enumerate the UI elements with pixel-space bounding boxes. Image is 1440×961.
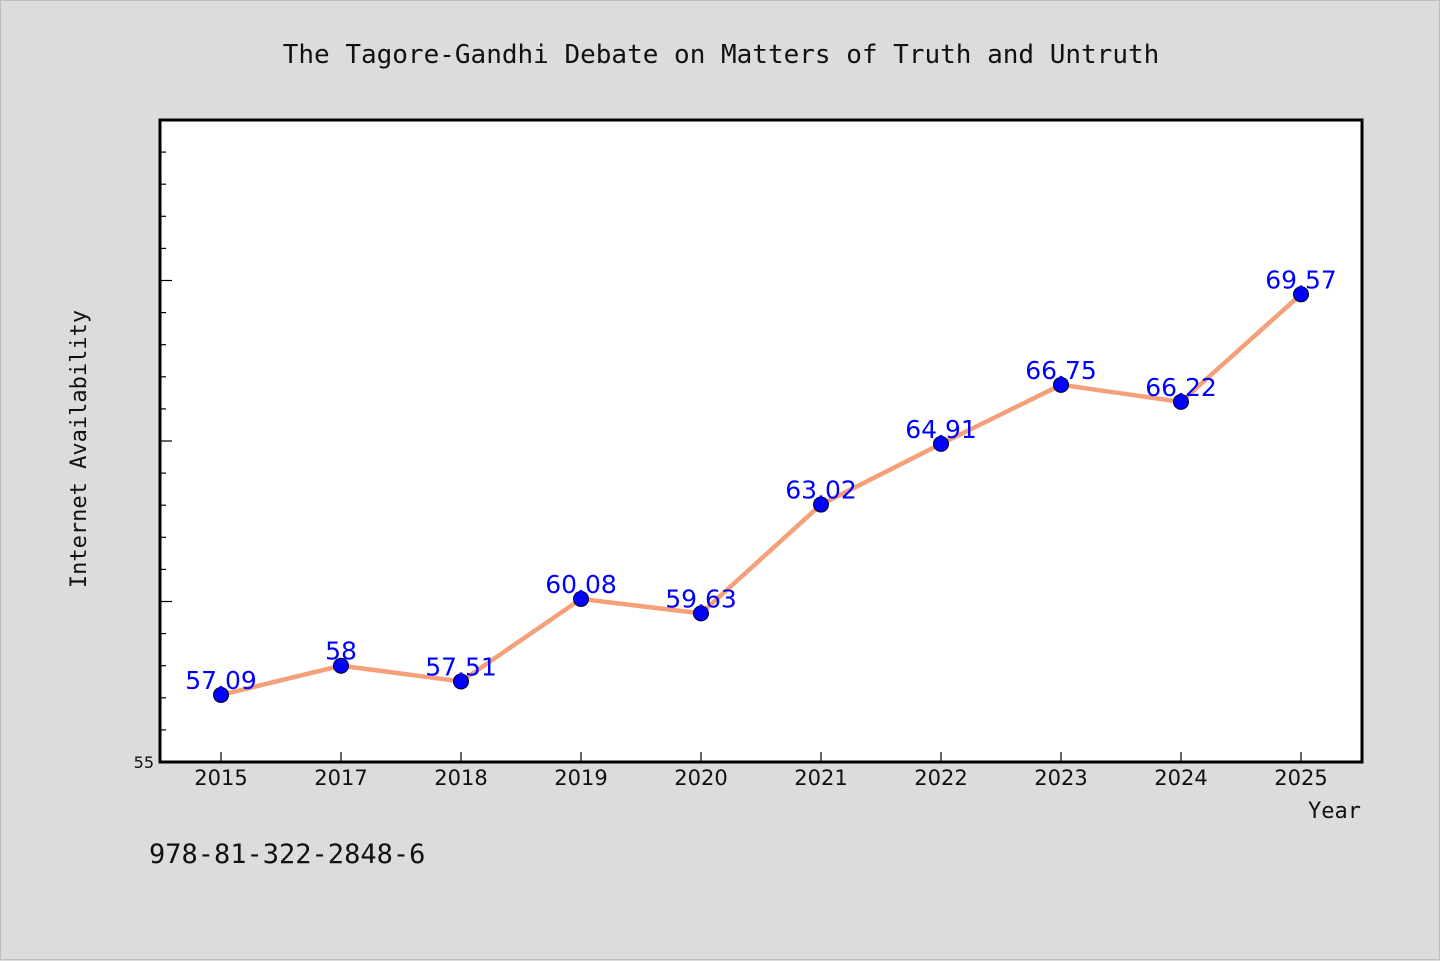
data-label: 69.57 bbox=[1265, 265, 1337, 294]
series-line bbox=[218, 292, 1304, 698]
data-label: 64.91 bbox=[905, 415, 977, 444]
x-tick-label: 2025 bbox=[1274, 766, 1327, 790]
data-label: 59.63 bbox=[665, 584, 737, 613]
data-point bbox=[1053, 376, 1069, 393]
series-layer: 57.09 58 57.51 60.08 59.63 63.02 64.91 66.75 66.… bbox=[185, 265, 1337, 703]
y-tick-label: 55 bbox=[134, 753, 154, 772]
data-label: 66.75 bbox=[1025, 356, 1097, 385]
data-point bbox=[1173, 393, 1189, 410]
data-label: 63.02 bbox=[785, 476, 857, 505]
chart-title: The Tagore-Gandhi Debate on Matters of T… bbox=[283, 40, 1160, 70]
data-point bbox=[453, 673, 469, 690]
x-tick-label: 2015 bbox=[194, 766, 247, 790]
plot-area bbox=[158, 118, 1364, 764]
data-label: 66.22 bbox=[1145, 373, 1217, 402]
data-point bbox=[813, 496, 829, 513]
x-tick-label: 2021 bbox=[794, 766, 847, 790]
x-tick-label: 2022 bbox=[914, 766, 967, 790]
x-axis-label: Year bbox=[1308, 799, 1361, 824]
data-point bbox=[573, 590, 589, 607]
data-point bbox=[213, 686, 229, 703]
data-label: 57.51 bbox=[425, 652, 497, 681]
data-label: 60.08 bbox=[545, 570, 617, 599]
data-point bbox=[1293, 286, 1309, 303]
data-point bbox=[933, 435, 949, 452]
y-axis-label: Internet Availability bbox=[67, 310, 92, 588]
data-label: 57.09 bbox=[185, 666, 257, 695]
x-tick-label: 2020 bbox=[674, 766, 727, 790]
x-tick-label: 2023 bbox=[1034, 766, 1087, 790]
x-tick-label: 2017 bbox=[314, 766, 367, 790]
x-axis-ticks: 2015 2017 2018 2019 2020 2021 2022 2023 2024 2025 bbox=[194, 752, 1328, 790]
x-tick-label: 2024 bbox=[1154, 766, 1207, 790]
data-label: 58 bbox=[325, 637, 357, 666]
data-point bbox=[693, 605, 709, 622]
x-tick-label: 2018 bbox=[434, 766, 487, 790]
isbn-text: 978-81-322-2848-6 bbox=[149, 839, 425, 870]
data-point bbox=[333, 657, 349, 674]
x-tick-label: 2019 bbox=[554, 766, 607, 790]
y-axis-ticks: 55 bbox=[134, 119, 172, 772]
